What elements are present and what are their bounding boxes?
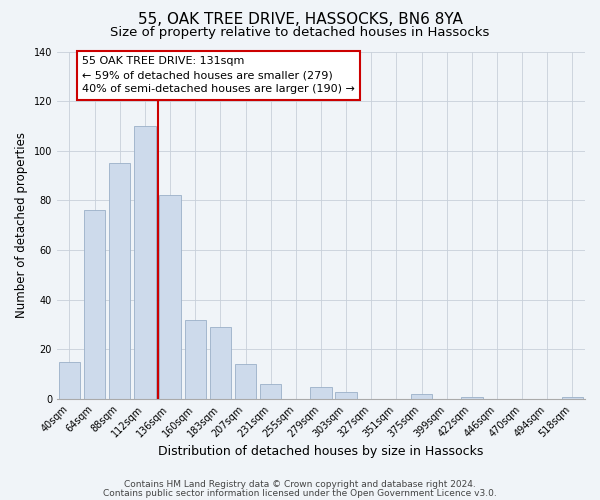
Y-axis label: Number of detached properties: Number of detached properties xyxy=(15,132,28,318)
Bar xyxy=(109,163,130,399)
Bar xyxy=(335,392,357,399)
Bar xyxy=(160,196,181,399)
Bar xyxy=(84,210,106,399)
Text: Contains HM Land Registry data © Crown copyright and database right 2024.: Contains HM Land Registry data © Crown c… xyxy=(124,480,476,489)
X-axis label: Distribution of detached houses by size in Hassocks: Distribution of detached houses by size … xyxy=(158,444,484,458)
Text: Contains public sector information licensed under the Open Government Licence v3: Contains public sector information licen… xyxy=(103,488,497,498)
Text: 55, OAK TREE DRIVE, HASSOCKS, BN6 8YA: 55, OAK TREE DRIVE, HASSOCKS, BN6 8YA xyxy=(137,12,463,28)
Bar xyxy=(134,126,155,399)
Bar xyxy=(235,364,256,399)
Text: 55 OAK TREE DRIVE: 131sqm
← 59% of detached houses are smaller (279)
40% of semi: 55 OAK TREE DRIVE: 131sqm ← 59% of detac… xyxy=(82,56,355,94)
Bar xyxy=(411,394,432,399)
Bar xyxy=(461,396,482,399)
Bar xyxy=(209,327,231,399)
Bar xyxy=(59,362,80,399)
Text: Size of property relative to detached houses in Hassocks: Size of property relative to detached ho… xyxy=(110,26,490,39)
Bar xyxy=(562,396,583,399)
Bar xyxy=(185,320,206,399)
Bar xyxy=(310,386,332,399)
Bar xyxy=(260,384,281,399)
